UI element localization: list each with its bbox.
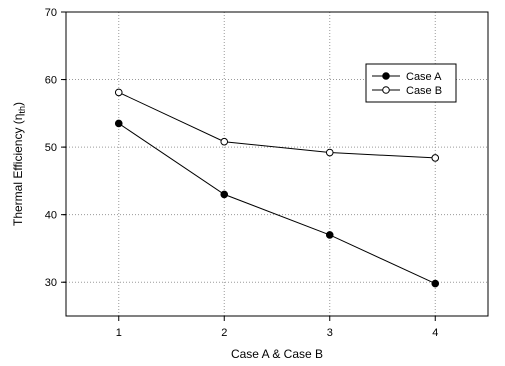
y-axis-label: Thermal Efficiency (ηth) [11, 102, 27, 226]
y-tick-label: 40 [45, 210, 57, 222]
data-point-case-a [431, 279, 440, 288]
data-point-case-a [220, 190, 229, 199]
x-axis-label: Case A & Case B [231, 347, 323, 361]
y-tick-label: 30 [45, 277, 57, 289]
x-tick-label: 2 [221, 327, 227, 339]
axis-ticks: 1 2 3 4 30 40 50 60 70 [45, 7, 439, 339]
grid [66, 12, 488, 316]
legend: Case A Case B [365, 63, 457, 103]
y-tick-label: 50 [45, 142, 57, 154]
legend-label-case-a: Case A [406, 71, 442, 83]
y-tick-label: 60 [45, 75, 57, 87]
data-point-case-b [220, 137, 229, 146]
y-axis-label-close: ) [11, 102, 25, 106]
legend-marker-case-a [382, 72, 390, 80]
data-point-case-a [325, 231, 334, 239]
legend-marker-case-b [382, 86, 390, 94]
data-point-case-b [114, 88, 123, 97]
data-point-case-a [114, 119, 123, 128]
series-line-case-a [118, 123, 436, 285]
legend-label-case-b: Case B [406, 85, 442, 97]
data-point-case-b [325, 148, 334, 157]
series-layer [114, 88, 440, 288]
y-tick-label: 70 [45, 7, 57, 19]
series-line-case-b [118, 91, 436, 159]
x-tick-label: 3 [327, 327, 333, 339]
y-axis-label-eta: η [11, 114, 25, 121]
x-tick-label: 1 [116, 327, 122, 339]
x-tick-label: 4 [432, 327, 438, 339]
plot-frame [65, 11, 489, 317]
data-point-case-b [431, 154, 440, 162]
y-axis-label-sub: th [17, 106, 27, 114]
legend-box [365, 63, 457, 103]
y-axis-label-main: Thermal Efficiency ( [11, 120, 25, 226]
